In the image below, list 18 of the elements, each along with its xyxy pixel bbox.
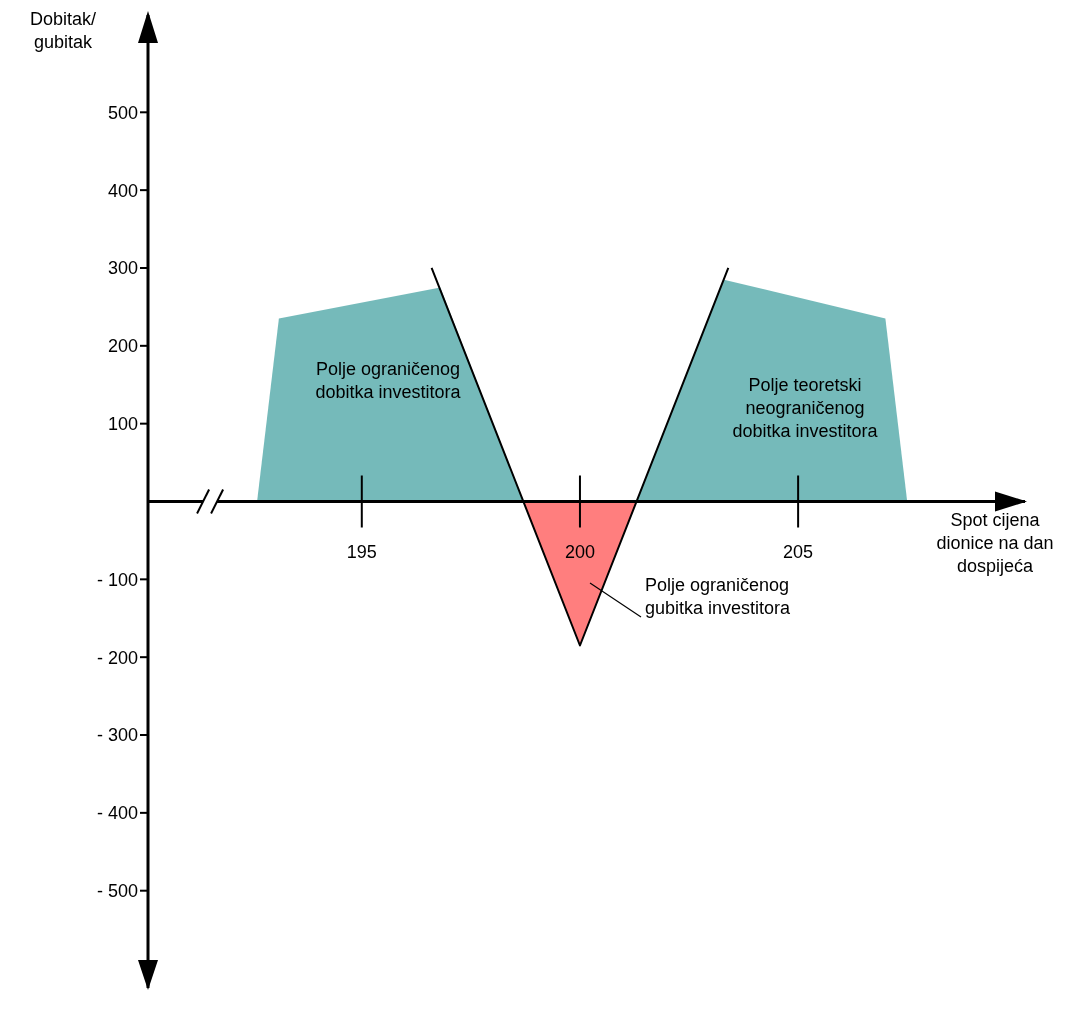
annotation: Polje ograničenog gubitka investitora [645,575,792,618]
x-tick-label: 200 [564,541,595,562]
annotation: Polje ograničenog dobitka investitora [315,358,462,402]
y-tick-label: - 100 [96,569,138,590]
y-tick-label: - 300 [96,725,138,746]
y-tick-label: - 400 [96,803,138,824]
annotation: Polje teoretski neograničenog dobitka investitora [732,375,879,441]
y-tick-label: 300 [107,258,138,279]
y-tick-label: - 500 [96,881,138,902]
x-tick-label: 205 [783,541,814,562]
y-tick-label: 400 [107,180,138,201]
y-tick-label: 500 [107,102,138,123]
y-tick-label: 100 [107,414,138,435]
y-tick-label: - 200 [96,647,138,668]
y-axis-title: Dobitak/ gubitak [29,9,97,52]
y-tick-label: 200 [107,336,138,357]
x-tick-label: 195 [346,541,377,562]
x-axis-title: Spot cijena dionice na dan dospijeća [936,509,1054,576]
